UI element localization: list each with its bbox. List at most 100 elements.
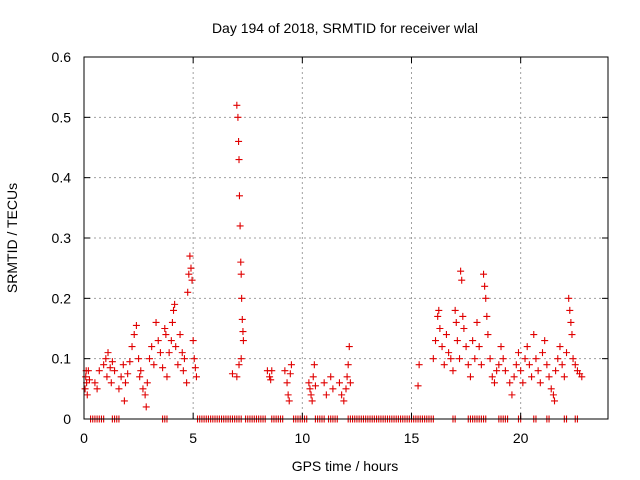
data-point: [449, 367, 457, 375]
data-point: [466, 373, 474, 381]
data-point: [438, 343, 446, 351]
data-point: [102, 355, 110, 363]
data-point: [512, 361, 520, 369]
data-point: [462, 343, 470, 351]
data-point: [490, 379, 498, 387]
data-point: [235, 137, 243, 145]
data-point: [556, 343, 564, 351]
data-point: [176, 331, 184, 339]
data-point: [163, 373, 171, 381]
data-point: [451, 306, 459, 314]
data-point: [239, 337, 247, 345]
data-point: [136, 373, 144, 381]
data-point: [436, 325, 444, 332]
data-point: [547, 385, 555, 393]
data-point: [567, 318, 575, 326]
data-point: [239, 328, 247, 336]
data-point: [320, 379, 328, 387]
data-point: [108, 358, 116, 366]
data-point: [233, 373, 241, 381]
data-point: [170, 306, 178, 314]
y-tick-label: 0.3: [52, 230, 72, 246]
data-point: [440, 361, 448, 369]
data-point: [233, 101, 241, 109]
data-point: [126, 358, 134, 366]
data-point: [104, 349, 112, 357]
data-point: [310, 361, 318, 369]
data-point: [343, 373, 351, 381]
data-point: [152, 318, 160, 326]
data-point: [286, 370, 294, 378]
data-point: [506, 379, 514, 387]
data-point: [311, 382, 319, 390]
data-point: [188, 276, 196, 284]
data-point: [552, 367, 560, 375]
data-point: [434, 312, 442, 320]
grid: [84, 57, 608, 419]
data-point: [523, 343, 531, 351]
data-point: [235, 361, 243, 369]
data-point: [569, 355, 577, 363]
data-point: [464, 361, 472, 369]
data-point: [471, 355, 479, 363]
data-point: [139, 385, 147, 393]
data-point: [284, 391, 292, 399]
data-point: [171, 300, 179, 308]
data-point: [345, 343, 353, 351]
data-point: [162, 331, 170, 339]
data-point: [120, 397, 128, 405]
data-point: [179, 367, 187, 375]
data-point: [150, 361, 158, 369]
data-point: [237, 355, 245, 363]
y-tick-label: 0.6: [52, 49, 72, 65]
data-point: [501, 367, 509, 375]
data-point: [517, 367, 525, 375]
data-point: [508, 391, 516, 399]
data-point: [483, 312, 491, 320]
data-point: [174, 361, 182, 369]
data-point: [156, 349, 164, 357]
data-point: [519, 379, 527, 387]
data-point: [458, 276, 466, 284]
data-point: [335, 379, 343, 387]
data-point: [457, 267, 465, 275]
data-point: [159, 364, 167, 372]
data-point: [84, 367, 92, 375]
data-point: [566, 306, 574, 314]
x-tick-label: 15: [404, 430, 420, 446]
y-tick-label: 0.2: [52, 290, 72, 306]
data-point: [571, 361, 579, 369]
data-point: [234, 113, 242, 121]
data-point: [236, 222, 244, 230]
data-point: [447, 355, 455, 363]
y-tick-label: 0.1: [52, 351, 72, 367]
data-point: [132, 321, 140, 329]
data-point: [482, 294, 490, 302]
data-point: [344, 361, 352, 369]
data-point: [268, 367, 276, 375]
data-point: [235, 156, 243, 164]
data-point: [545, 373, 553, 381]
data-point: [541, 337, 549, 345]
data-point: [549, 391, 557, 399]
data-point: [521, 355, 529, 363]
data-point: [238, 315, 246, 323]
data-point: [338, 391, 346, 399]
data-point: [568, 331, 576, 339]
data-point: [111, 367, 119, 375]
data-point: [495, 361, 503, 369]
data-point: [117, 373, 125, 381]
data-point: [267, 376, 275, 384]
data-point: [551, 397, 559, 405]
data-point: [530, 331, 538, 339]
data-point: [142, 403, 150, 411]
data-point: [415, 361, 423, 369]
data-point: [435, 306, 443, 314]
data-point: [578, 373, 586, 381]
data-point: [429, 355, 437, 363]
data-point: [237, 258, 245, 266]
data-point: [329, 385, 337, 393]
data-point: [167, 337, 175, 345]
data-point: [130, 331, 138, 339]
